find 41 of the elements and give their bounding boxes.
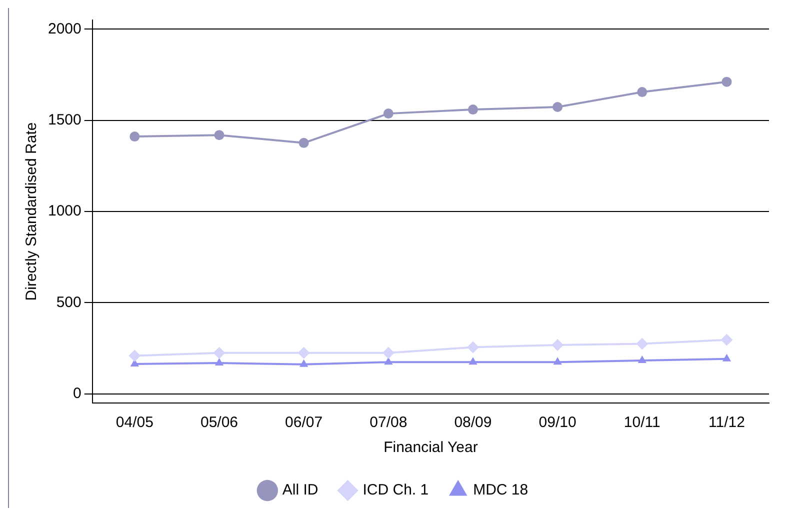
point xyxy=(468,357,478,365)
point xyxy=(383,108,394,119)
x-tick-label: 11/12 xyxy=(708,414,745,432)
point xyxy=(552,339,564,352)
point xyxy=(130,132,140,142)
point xyxy=(382,346,394,359)
point xyxy=(298,138,309,148)
point xyxy=(636,338,648,350)
point xyxy=(298,346,310,359)
point xyxy=(384,357,393,365)
point xyxy=(468,104,478,115)
point xyxy=(128,350,141,362)
point xyxy=(466,341,479,354)
point xyxy=(213,346,226,359)
x-tick-label: 06/07 xyxy=(285,414,323,432)
x-tick-label: 10/11 xyxy=(624,414,660,432)
point xyxy=(720,334,733,346)
point xyxy=(552,102,563,112)
x-tick-label: 08/09 xyxy=(454,414,492,432)
point xyxy=(299,359,308,367)
x-tick-label: 05/06 xyxy=(200,414,238,432)
point xyxy=(722,76,732,87)
point xyxy=(722,354,732,362)
y-tick-label: 500 xyxy=(56,294,82,311)
legend-label: All ID xyxy=(282,482,318,499)
point xyxy=(638,356,646,364)
x-tick-label: 09/10 xyxy=(538,414,576,432)
point xyxy=(637,87,648,98)
legend-label: MDC 18 xyxy=(473,482,528,499)
x-tick-label: 07/08 xyxy=(370,414,408,432)
x-axis-title: Financial Year xyxy=(384,439,478,456)
point xyxy=(553,357,562,365)
y-axis-title: Directly Standardised Rate xyxy=(23,122,40,301)
legend-label: ICD Ch. 1 xyxy=(362,482,429,499)
y-tick-label: 2000 xyxy=(48,20,82,38)
point xyxy=(214,358,224,366)
y-tick-label: 0 xyxy=(73,385,82,402)
point xyxy=(214,130,224,140)
y-tick-label: 1500 xyxy=(48,111,82,128)
y-tick-label: 1000 xyxy=(48,202,82,220)
x-tick-label: 04/05 xyxy=(116,414,154,432)
